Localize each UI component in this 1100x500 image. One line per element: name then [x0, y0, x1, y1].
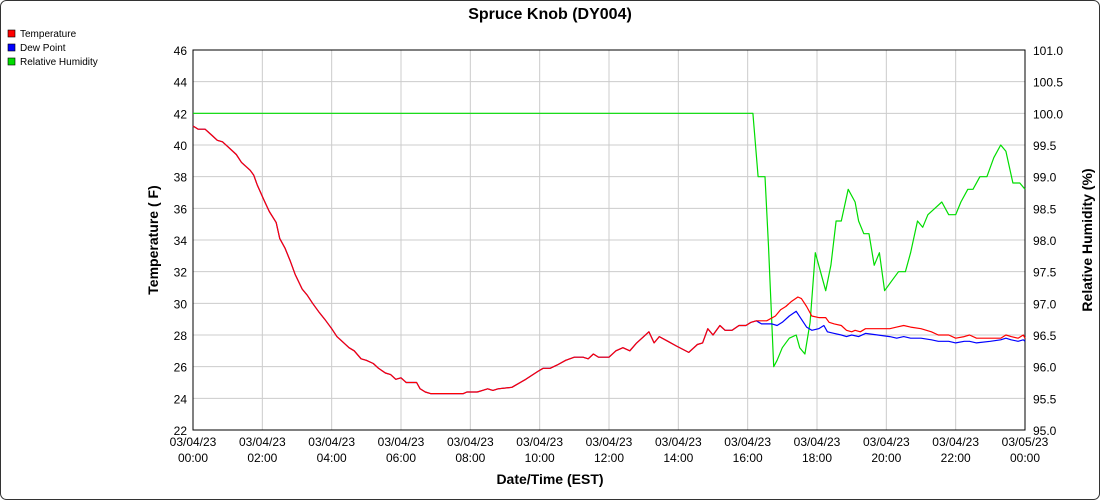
x-tick-label-time: 12:00 — [594, 451, 624, 465]
legend-label: Dew Point — [20, 43, 66, 54]
x-tick-label-time: 06:00 — [386, 451, 416, 465]
legend: Temperature Dew Point Relative Humidity — [7, 29, 98, 68]
chart-title: Spruce Knob (DY004) — [468, 6, 632, 23]
y-left-tick-label: 24 — [174, 392, 188, 406]
legend-swatch — [7, 57, 16, 66]
y-left-tick-label: 46 — [174, 44, 188, 58]
y-left-tick-label: 34 — [174, 234, 188, 248]
y-axis-left: 22 24 26 28 30 32 34 36 38 40 42 44 46 — [174, 44, 188, 438]
x-tick-label-date: 03/04/23 — [724, 435, 771, 449]
x-tick-label-time: 02:00 — [247, 451, 277, 465]
x-tick-label-time: 04:00 — [317, 451, 347, 465]
x-tick-label-date: 03/04/23 — [516, 435, 563, 449]
y-right-tick-label: 100.0 — [1033, 107, 1063, 121]
y-right-tick-label: 96.0 — [1033, 361, 1057, 375]
x-tick-label-time: 14:00 — [663, 451, 693, 465]
series-group — [192, 112, 1026, 395]
y-left-tick-label: 30 — [174, 297, 188, 311]
y-axis-right: 95.0 95.5 96.0 96.5 97.0 97.5 98.0 98.5 99.0 99.5… — [1033, 44, 1063, 438]
series-line-relative-humidity — [193, 112, 1026, 368]
x-axis-label: Date/Time (EST) — [496, 471, 603, 487]
x-tick-label-time: 22:00 — [941, 451, 971, 465]
x-axis: 03/04/23 00:00 03/04/23 02:00 03/04/23 04:00 0… — [170, 435, 1049, 465]
x-tick-label-time: 00:00 — [178, 451, 208, 465]
x-tick-label-date: 03/05/23 — [1002, 435, 1049, 449]
legend-swatch — [7, 29, 16, 38]
x-tick-label-date: 03/04/23 — [308, 435, 355, 449]
y-right-tick-label: 100.5 — [1033, 76, 1063, 90]
legend-label: Temperature — [20, 29, 77, 40]
y-right-tick-label: 98.5 — [1033, 202, 1057, 216]
y-left-tick-label: 40 — [174, 139, 188, 153]
y-left-tick-label: 22 — [174, 424, 188, 438]
legend-swatch — [7, 43, 16, 52]
x-tick-label-date: 03/04/23 — [932, 435, 979, 449]
x-tick-label-time: 08:00 — [455, 451, 485, 465]
y-axis-left-label: Temperature ( F) — [145, 185, 161, 294]
y-right-tick-label: 96.5 — [1033, 329, 1057, 343]
y-right-tick-label: 97.5 — [1033, 266, 1057, 280]
y-left-tick-label: 32 — [174, 266, 188, 280]
x-tick-label-date: 03/04/23 — [239, 435, 286, 449]
x-tick-label-date: 03/04/23 — [170, 435, 217, 449]
x-tick-label-date: 03/04/23 — [655, 435, 702, 449]
x-tick-label-time: 00:00 — [1010, 451, 1040, 465]
y-right-tick-label: 101.0 — [1033, 44, 1063, 58]
plot-area — [192, 49, 1026, 431]
x-tick-label-time: 10:00 — [525, 451, 555, 465]
y-right-tick-label: 97.0 — [1033, 297, 1057, 311]
x-tick-label-time: 18:00 — [802, 451, 832, 465]
x-tick-label-date: 03/04/23 — [447, 435, 494, 449]
y-right-tick-label: 99.5 — [1033, 139, 1057, 153]
y-left-tick-label: 28 — [174, 329, 188, 343]
y-right-tick-label: 95.0 — [1033, 424, 1057, 438]
y-right-tick-label: 98.0 — [1033, 234, 1057, 248]
x-tick-label-time: 16:00 — [733, 451, 763, 465]
y-right-tick-label: 95.5 — [1033, 392, 1057, 406]
y-left-tick-label: 38 — [174, 171, 188, 185]
y-left-tick-label: 44 — [174, 76, 188, 90]
x-tick-label-date: 03/04/23 — [863, 435, 910, 449]
x-tick-label-date: 03/04/23 — [586, 435, 633, 449]
y-axis-right-label: Relative Humidity (%) — [1079, 168, 1095, 311]
x-tick-label-date: 03/04/23 — [378, 435, 425, 449]
x-tick-label-time: 20:00 — [871, 451, 901, 465]
y-left-tick-label: 42 — [174, 107, 188, 121]
series-line-temperature — [192, 125, 1026, 395]
y-left-tick-label: 26 — [174, 361, 188, 375]
legend-label: Relative Humidity — [20, 57, 98, 68]
y-right-tick-label: 99.0 — [1033, 171, 1057, 185]
y-left-tick-label: 36 — [174, 202, 188, 216]
x-tick-label-date: 03/04/23 — [794, 435, 841, 449]
